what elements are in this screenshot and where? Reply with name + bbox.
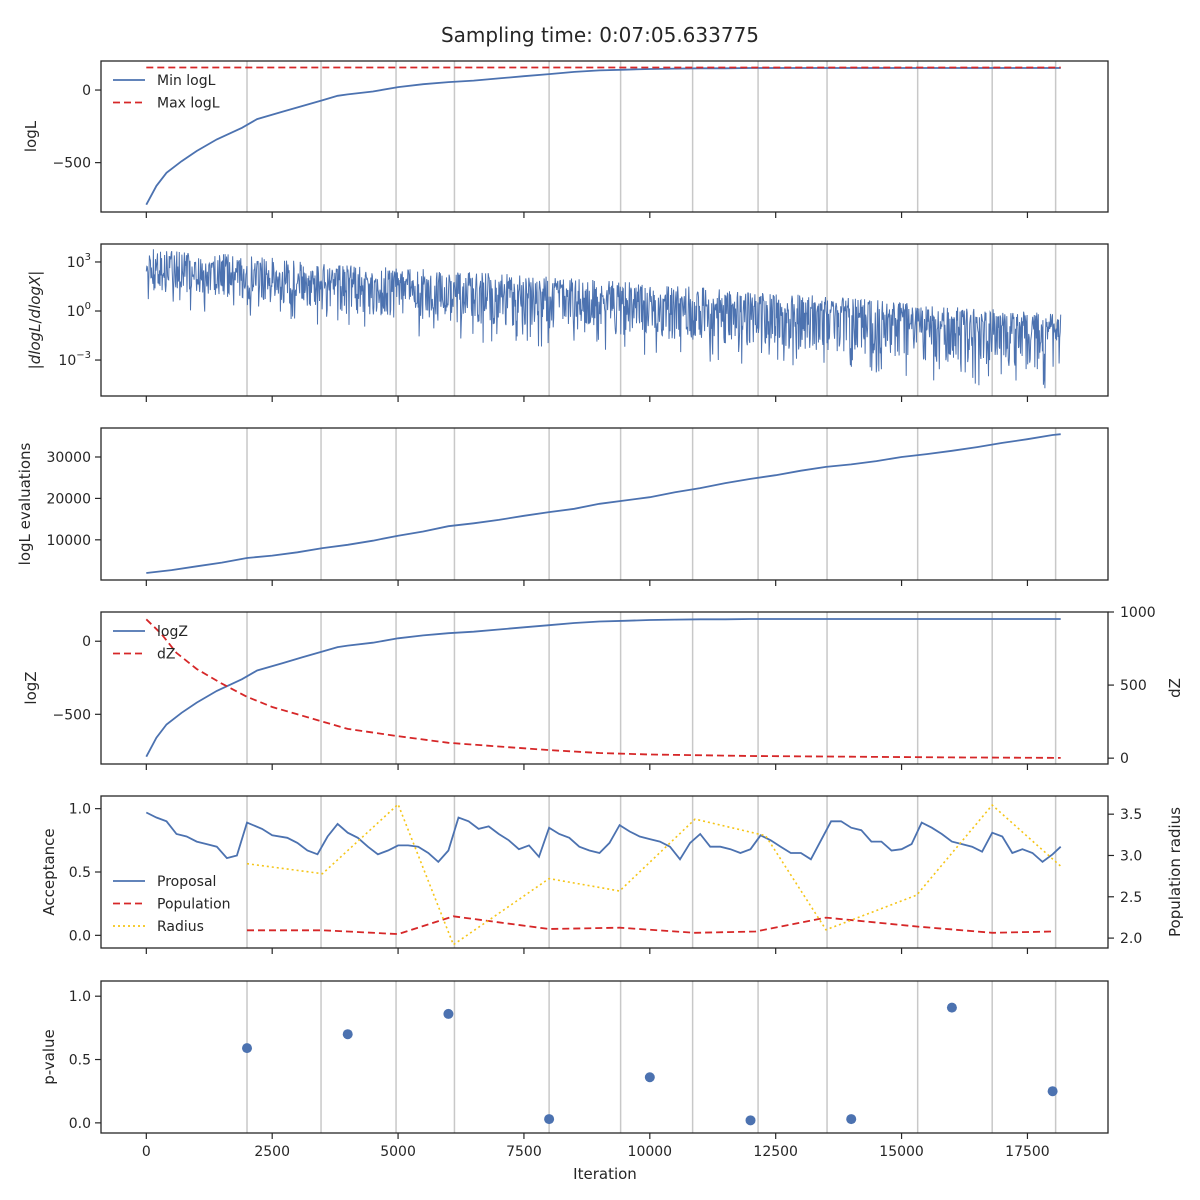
y-axis-label: logZ xyxy=(22,671,40,704)
y-tick-label-3: 1.0 xyxy=(69,989,91,1005)
y-tick-label-1: 0.0 xyxy=(69,1116,91,1132)
panel-2: 103 100 10−3 |dlogL/dlogX| xyxy=(26,243,1109,402)
series-line-1 xyxy=(145,249,1062,389)
y-right-tick-label-2: 500 xyxy=(1120,678,1147,694)
series-line-2 xyxy=(145,618,1061,759)
y-right-tick-label-2: 2.5 xyxy=(1120,890,1142,906)
y-tick-label-2: 0.5 xyxy=(69,1053,91,1069)
data-point-2 xyxy=(342,1029,353,1040)
axes-frame xyxy=(100,427,1109,581)
y-right-tick-label-3: 3.0 xyxy=(1120,848,1142,864)
y-tick-label-1: 103 xyxy=(67,252,91,271)
panel-6: 0 2500 5000 7500 10000 12500 15000 17500 0.0 0.5 1… xyxy=(40,980,1109,1160)
legend-label-1: Proposal xyxy=(157,874,216,890)
y-tick-label-2: 100 xyxy=(67,301,91,320)
y-axis-label: logL xyxy=(22,120,40,152)
legend-label-3: Radius xyxy=(157,919,204,935)
panel-5: 0.0 0.5 1.0 2.0 2.5 3.0 3.5 Acceptance Populatio… xyxy=(40,795,1184,954)
y-tick-label-1: 10000 xyxy=(46,533,91,549)
y-tick-label-2: −500 xyxy=(53,156,91,172)
y-right-tick-label-1: 0 xyxy=(1120,751,1129,767)
y-axis-label: Acceptance xyxy=(40,828,58,915)
y-tick-label-3: 10−3 xyxy=(58,350,91,369)
y-tick-label-1: 0 xyxy=(82,83,91,99)
plot-area xyxy=(242,1002,1058,1126)
figure-title: Sampling time: 0:07:05.633775 xyxy=(441,23,759,47)
data-point-3 xyxy=(443,1008,454,1019)
x-tick-label-5: 10000 xyxy=(628,1144,673,1160)
legend: Min logL Max logL xyxy=(113,73,220,112)
legend-label-1: logZ xyxy=(157,624,188,640)
y-axis-label: logL evaluations xyxy=(16,442,34,565)
y-tick-label-1: 0.0 xyxy=(69,928,91,944)
data-point-4 xyxy=(544,1114,555,1125)
legend-label-2: dZ xyxy=(157,647,175,663)
x-tick-label-4: 7500 xyxy=(506,1144,542,1160)
y-axis-label: p-value xyxy=(40,1029,58,1085)
legend-label-2: Population xyxy=(157,897,231,913)
axes-frame xyxy=(100,795,1109,949)
data-point-5 xyxy=(644,1072,655,1083)
panel-3: 10000 20000 30000 logL evaluations xyxy=(16,427,1109,586)
panel-4: 0 −500 0 500 1000 logZ dZ logZ dZ xyxy=(22,605,1184,770)
y-tick-label-2: 20000 xyxy=(46,491,91,507)
x-tick-label-7: 15000 xyxy=(879,1144,924,1160)
data-point-9 xyxy=(1047,1086,1058,1097)
y-right-tick-label-4: 3.5 xyxy=(1120,807,1142,823)
legend: logZ dZ xyxy=(113,624,188,663)
plot-area xyxy=(145,66,1061,206)
series-line-1 xyxy=(145,618,1061,758)
data-point-7 xyxy=(846,1114,857,1125)
y-axis-label: |dlogL/dlogX| xyxy=(26,271,44,370)
y-axis-label-right: dZ xyxy=(1166,678,1184,698)
y-right-tick-label-1: 2.0 xyxy=(1120,931,1142,947)
legend-label-2: Max logL xyxy=(157,96,220,112)
x-tick-label-1: 0 xyxy=(142,1144,151,1160)
y-tick-label-1: 0 xyxy=(82,634,91,650)
data-point-6 xyxy=(745,1115,756,1126)
series-line-1 xyxy=(146,433,1061,574)
plot-area xyxy=(145,249,1062,389)
axes-frame xyxy=(100,980,1109,1134)
panel-1: 0 −500 logL Min logL Max logL xyxy=(22,60,1109,218)
series-line-1 xyxy=(145,67,1061,206)
legend-label-1: Min logL xyxy=(157,73,216,89)
x-axis-label: Iteration xyxy=(573,1165,637,1183)
y-right-tick-label-3: 1000 xyxy=(1120,605,1156,621)
y-axis-label-right: Population radius xyxy=(1166,807,1184,937)
x-tick-label-8: 17500 xyxy=(1005,1144,1050,1160)
plot-area xyxy=(146,433,1061,574)
y-tick-label-3: 30000 xyxy=(46,450,91,466)
data-point-1 xyxy=(242,1043,253,1054)
x-tick-label-2: 2500 xyxy=(254,1144,290,1160)
axes-frame xyxy=(100,611,1109,765)
y-tick-label-2: −500 xyxy=(53,707,91,723)
data-point-8 xyxy=(946,1002,957,1013)
plot-area xyxy=(145,802,1062,946)
series-line-3 xyxy=(246,802,1062,946)
axes-frame xyxy=(100,243,1109,397)
series-line-2 xyxy=(247,915,1053,936)
y-tick-label-3: 1.0 xyxy=(69,802,91,818)
x-tick-label-6: 12500 xyxy=(753,1144,798,1160)
legend: Proposal Population Radius xyxy=(113,874,231,935)
x-tick-label-3: 5000 xyxy=(380,1144,416,1160)
axes-frame xyxy=(100,60,1109,213)
y-tick-label-2: 0.5 xyxy=(69,865,91,881)
series-line-1 xyxy=(145,811,1062,864)
plot-area xyxy=(145,618,1061,759)
